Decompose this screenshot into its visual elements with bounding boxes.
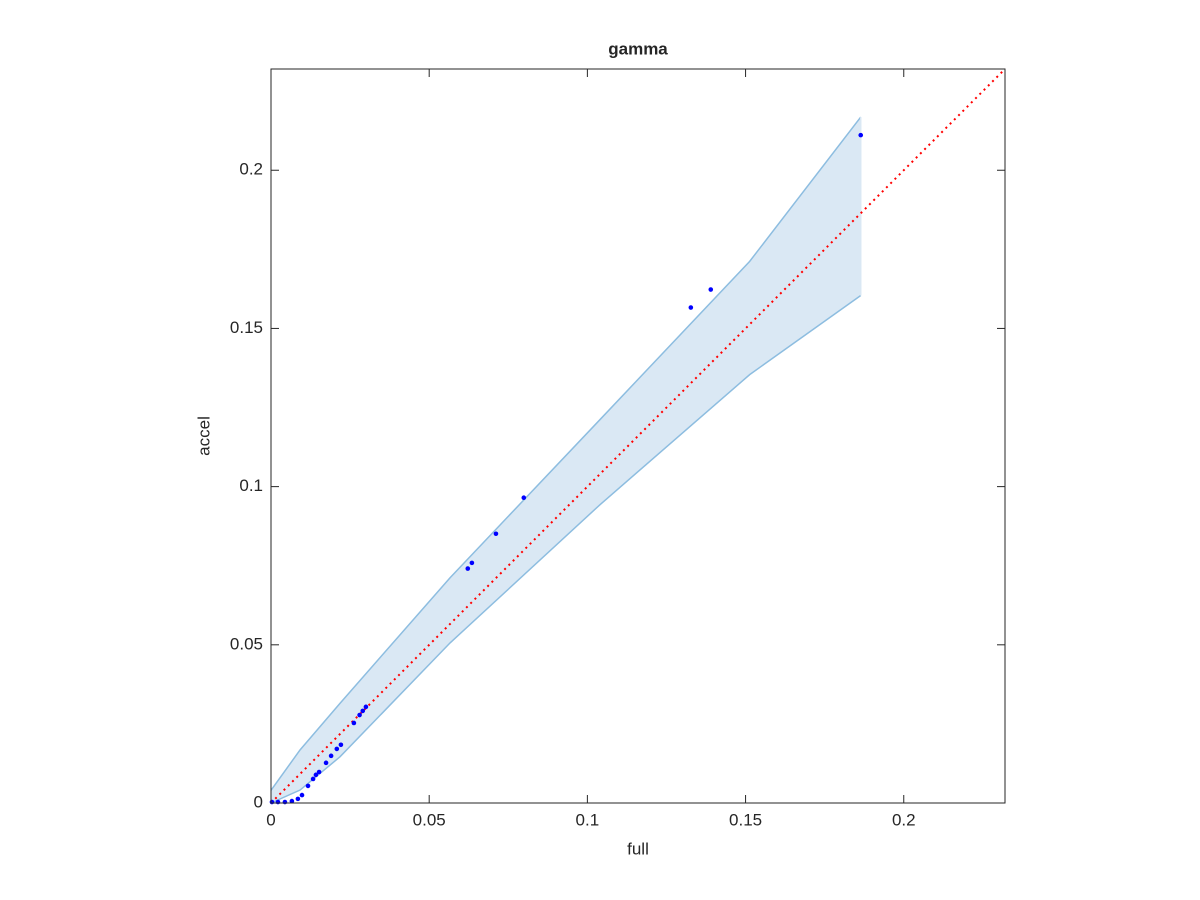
axes-box	[270, 68, 1006, 804]
point	[305, 783, 311, 789]
point	[465, 566, 471, 571]
y-tick-label: 0.15	[230, 318, 263, 337]
point	[360, 708, 366, 714]
y-tick-label: 0.2	[239, 160, 263, 179]
point	[316, 769, 322, 775]
point	[282, 799, 288, 805]
point	[295, 796, 301, 802]
point	[328, 753, 334, 759]
point	[351, 720, 357, 726]
reference-line	[270, 68, 1006, 804]
x-tick-label: 0.05	[413, 810, 446, 829]
point	[275, 799, 281, 805]
x-tick-label: 0.15	[729, 810, 762, 829]
chart-title: gamma	[608, 39, 668, 58]
point	[521, 495, 527, 500]
point	[708, 287, 714, 292]
y-axis-label: accel	[194, 416, 213, 456]
point	[469, 560, 475, 566]
point	[334, 746, 340, 752]
point	[493, 531, 499, 537]
point	[688, 305, 694, 310]
band-fill	[271, 117, 861, 803]
x-tick-label: 0	[266, 810, 275, 829]
point	[313, 772, 319, 778]
point	[323, 760, 329, 766]
point	[858, 132, 864, 138]
point	[310, 776, 316, 782]
x-axis-label: full	[627, 839, 649, 858]
y-tick-label: 0.1	[239, 476, 263, 495]
point	[357, 712, 362, 718]
y-tick-label: 0.05	[230, 634, 263, 653]
band-upper	[270, 116, 862, 791]
point	[269, 799, 275, 805]
band-lower	[270, 294, 862, 804]
point	[289, 798, 295, 804]
point	[299, 792, 305, 798]
point	[363, 704, 369, 710]
x-tick-label: 0.2	[892, 810, 916, 829]
point	[338, 742, 344, 748]
x-tick-label: 0.1	[576, 810, 600, 829]
y-tick-label: 0	[254, 792, 263, 811]
